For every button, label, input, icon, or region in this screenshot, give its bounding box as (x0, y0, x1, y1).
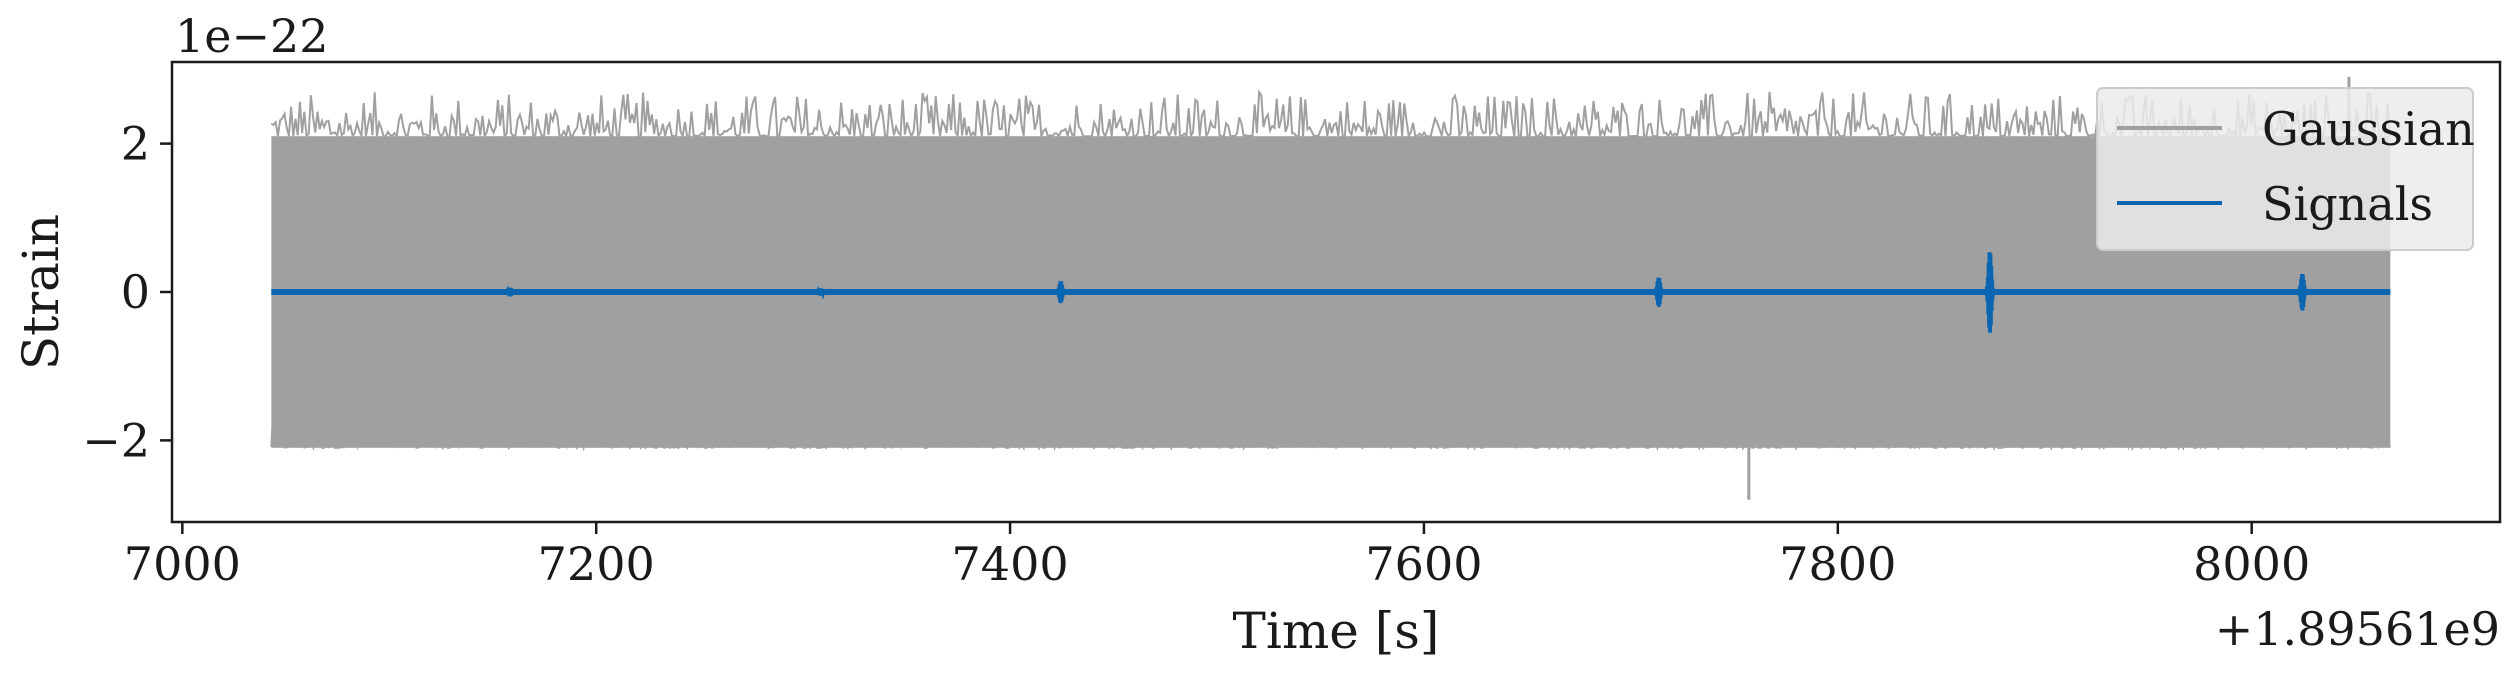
signals-activity-region (2086, 289, 2391, 295)
x-offset-label: +1.89561e9 (2215, 602, 2500, 656)
x-tick-label: 7400 (952, 537, 1069, 591)
signal-event (2295, 273, 2308, 311)
signal-event (1053, 281, 1066, 304)
x-tick-label: 8000 (2193, 537, 2310, 591)
y-tick-label: −2 (82, 413, 150, 467)
signal-event (503, 285, 516, 297)
signal-event (1651, 277, 1664, 307)
x-tick-label: 7800 (1779, 537, 1896, 591)
y-axis-label: Strain (12, 214, 70, 370)
y-tick-label: 2 (121, 117, 150, 171)
x-tick-label: 7600 (1365, 537, 1482, 591)
signals-series (271, 252, 2391, 333)
signals-activity-region (1486, 289, 1756, 295)
gaussian-upper-envelope (270, 89, 2391, 140)
signal-event (813, 286, 826, 300)
y-tick-label: 0 (121, 265, 150, 319)
gaussian-series (270, 76, 2391, 500)
signal-event (1982, 252, 1995, 333)
y-scale-label: 1e−22 (175, 9, 329, 63)
x-axis-label: Time [s] (1233, 602, 1440, 660)
gaussian-lower-envelope (270, 406, 2391, 452)
legend: Gaussian Signals (2096, 87, 2475, 251)
x-axis: 7000 7200 7400 7600 7800 8000 (124, 522, 2310, 591)
legend-label-gaussian: Gaussian (2262, 102, 2475, 156)
y-axis: −2 0 2 (82, 117, 172, 467)
x-tick-label: 7000 (124, 537, 241, 591)
x-tick-label: 7200 (538, 537, 655, 591)
legend-label-signals: Signals (2262, 177, 2433, 231)
